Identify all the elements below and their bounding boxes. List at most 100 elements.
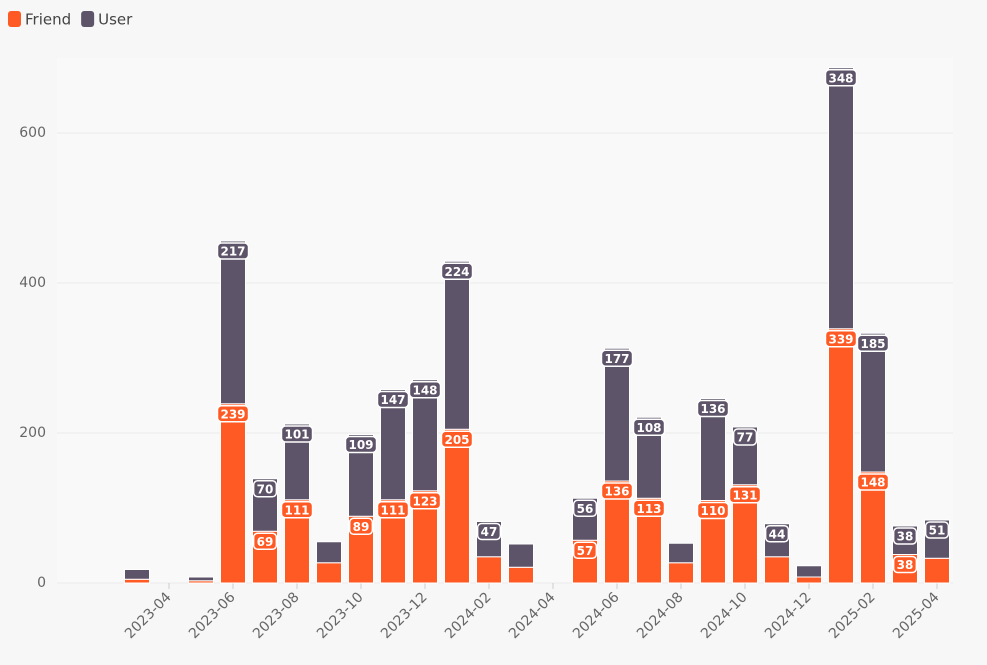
value-label-group: 148: [856, 473, 890, 491]
value-label-bg: [408, 492, 442, 510]
value-label-group: 205: [440, 430, 474, 448]
value-label-group: 339: [824, 330, 858, 348]
value-label: 101: [284, 428, 309, 442]
bar-segment: [828, 67, 854, 330]
value-label-group: 111: [376, 501, 410, 519]
value-label-group: 51: [924, 521, 950, 539]
value-label: 131: [732, 488, 757, 502]
value-label-group: 57: [572, 541, 598, 559]
bar-segment: [668, 542, 694, 564]
value-label-group: 77: [732, 428, 758, 446]
value-label: 136: [700, 402, 725, 416]
value-label: 108: [636, 421, 661, 435]
value-label-group: 38: [892, 555, 918, 574]
value-label-group: 136: [696, 399, 730, 418]
value-label: 111: [284, 503, 309, 517]
value-label: 136: [604, 485, 629, 499]
value-label-bg: [348, 517, 374, 535]
bar-segment: [124, 569, 150, 580]
bar-segment: [604, 347, 630, 482]
value-label-group: 136: [600, 482, 634, 500]
bar-segment: [668, 562, 694, 584]
legend-label: Friend: [25, 11, 71, 29]
bar-segment: [220, 240, 246, 405]
value-label-group: 177: [600, 349, 634, 367]
value-label-group: 47: [476, 522, 502, 541]
value-label-group: 89: [348, 517, 374, 535]
value-label: 185: [860, 337, 885, 351]
value-label-bg: [440, 430, 474, 448]
bar-segment: [924, 557, 950, 584]
value-label-group: 113: [632, 499, 666, 517]
value-label-group: 147: [376, 390, 410, 409]
value-label: 111: [380, 503, 405, 517]
value-label-bg: [280, 425, 314, 443]
value-label-group: 131: [728, 486, 762, 504]
value-label-bg: [632, 418, 666, 436]
value-label-bg: [408, 381, 442, 399]
value-label-group: 56: [572, 499, 598, 517]
value-label: 70: [257, 482, 274, 496]
value-label-bg: [728, 486, 762, 504]
value-label: 89: [353, 520, 370, 534]
value-label-bg: [440, 262, 474, 280]
value-label-bg: [892, 527, 918, 545]
x-tick-label: 2024-08: [634, 589, 687, 642]
value-label-bg: [216, 405, 250, 423]
bar-segment: [828, 328, 854, 584]
bar-segment: [188, 576, 214, 582]
value-label: 339: [828, 332, 853, 346]
value-label-group: 69: [252, 532, 278, 550]
value-label-bg: [252, 532, 278, 550]
value-label: 69: [257, 535, 274, 549]
value-label-group: 123: [408, 492, 442, 510]
x-tick-label: 2023-12: [378, 589, 431, 642]
bar-segment: [508, 543, 534, 568]
value-label-group: 38: [892, 527, 918, 545]
value-label-bg: [344, 435, 378, 454]
x-tick-label: 2025-02: [826, 589, 879, 642]
value-label-bg: [476, 522, 502, 541]
value-label-group: 70: [252, 480, 278, 498]
x-tick-label: 2024-12: [762, 589, 815, 642]
y-tick-label: 400: [19, 275, 46, 291]
value-label-bg: [572, 541, 598, 559]
value-label-bg: [376, 501, 410, 519]
value-label: 348: [828, 71, 853, 85]
value-label-bg: [600, 349, 634, 367]
x-tick-label: 2025-04: [890, 589, 943, 642]
bar-segment: [220, 403, 246, 584]
y-tick-label: 600: [19, 125, 46, 141]
value-label-group: 239: [216, 405, 250, 423]
x-tick-label: 2023-04: [122, 589, 175, 642]
value-label-group: 224: [440, 262, 474, 280]
bar-segment: [316, 541, 342, 564]
value-label-bg: [732, 428, 758, 446]
bar-segment: [508, 566, 534, 584]
x-tick-label: 2024-10: [698, 589, 751, 642]
value-label: 44: [769, 527, 786, 541]
x-tick-label: 2023-10: [314, 589, 367, 642]
bar-segment: [476, 556, 502, 584]
value-label: 57: [577, 544, 594, 558]
value-label-bg: [824, 69, 858, 87]
value-label-bg: [856, 334, 890, 352]
value-label-group: 110: [696, 501, 730, 520]
value-label: 77: [737, 431, 754, 445]
x-tick-label: 2024-02: [442, 589, 495, 642]
value-label: 148: [860, 476, 885, 490]
plot-area: [57, 58, 953, 583]
value-label-group: 111: [280, 501, 314, 519]
value-label: 205: [444, 433, 469, 447]
value-label: 224: [444, 265, 469, 279]
value-label-group: 185: [856, 334, 890, 352]
legend-label: User: [98, 11, 133, 29]
value-label: 217: [220, 245, 245, 259]
value-label-group: 101: [280, 425, 314, 443]
value-label-bg: [696, 501, 730, 520]
value-label-bg: [764, 525, 790, 543]
value-label: 113: [636, 502, 661, 516]
value-label-bg: [632, 499, 666, 517]
y-tick-label: 0: [37, 575, 46, 591]
